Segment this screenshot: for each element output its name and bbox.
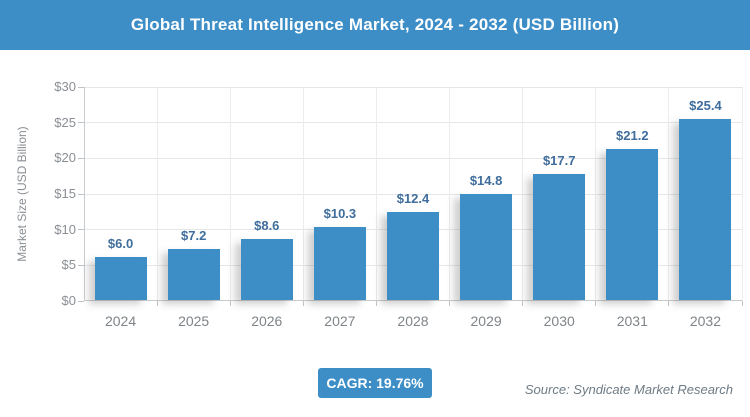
y-tick-mark [78, 86, 84, 88]
gridline [595, 87, 597, 301]
x-tick-mark [449, 301, 451, 306]
x-tick-label: 2030 [543, 313, 575, 329]
x-tick-label: 2029 [470, 313, 502, 329]
x-tick-label: 2031 [616, 313, 648, 329]
y-tick-mark [78, 229, 84, 231]
x-tick-label: 2032 [689, 313, 721, 329]
y-tick-mark [78, 193, 84, 195]
x-tick-mark [522, 301, 524, 306]
bar-value-label: $6.0 [107, 236, 134, 252]
bar [313, 226, 366, 300]
cagr-badge-label: CAGR: 19.76% [326, 375, 424, 391]
chart-title: Global Threat Intelligence Market, 2024 … [130, 15, 620, 34]
gridline [84, 193, 742, 195]
y-tick-mark [78, 300, 84, 302]
bar-value-label: $21.2 [616, 127, 649, 143]
gridline [229, 87, 231, 301]
bar [679, 118, 732, 300]
gridline [741, 87, 743, 301]
x-tick-label: 2024 [104, 313, 137, 329]
x-tick-label: 2028 [397, 313, 429, 329]
x-axis-line [84, 300, 742, 301]
bar-value-label: $8.6 [254, 217, 280, 233]
gridline [156, 87, 158, 301]
bar [94, 257, 147, 300]
x-tick-mark [375, 301, 377, 306]
x-tick-label: 2026 [251, 313, 283, 329]
y-tick-mark [78, 122, 84, 124]
y-tick-label: $20 [54, 150, 76, 166]
bar [387, 211, 439, 300]
y-tick-mark [78, 264, 84, 266]
x-tick-mark [668, 301, 670, 306]
x-tick-mark [156, 301, 158, 306]
y-tick-label: $15 [54, 186, 76, 201]
bar-value-label: $10.3 [323, 205, 357, 221]
y-tick-mark [78, 157, 84, 159]
gridline [375, 87, 377, 301]
bar [460, 194, 513, 300]
bar [167, 248, 220, 300]
x-tick-label: 2027 [324, 313, 356, 329]
x-tick-mark [595, 301, 597, 306]
x-tick-mark [741, 301, 743, 306]
plot-area: $6.0 $7.2 $8.6 $10.3 $12.4 $14.8 $17.7 $21.2 $25… [84, 86, 743, 301]
x-tick-label: 2025 [178, 313, 210, 329]
bar-chart: Market Size (USD Billion) $6.0 $7.2 $8.6 $1… [0, 50, 750, 340]
bar-value-label: $25.4 [689, 97, 722, 113]
chart-title-bar: Global Threat Intelligence Market, 2024 … [0, 0, 750, 50]
y-tick-label: $0 [61, 293, 76, 308]
gridline [84, 157, 742, 159]
bar [606, 148, 659, 300]
gridline [522, 87, 524, 301]
y-tick-label: $30 [54, 79, 76, 94]
gridline [668, 87, 670, 301]
bar [240, 238, 293, 300]
y-tick-label: $5 [61, 257, 76, 273]
cagr-badge: CAGR: 19.76% [318, 368, 432, 398]
gridline [302, 87, 304, 301]
bar-value-label: $14.8 [469, 173, 503, 189]
gridline [84, 86, 742, 88]
x-tick-mark [229, 301, 231, 306]
x-tick-mark [302, 301, 304, 306]
bar [533, 173, 586, 300]
bar-value-label: $12.4 [396, 190, 430, 206]
gridline [449, 87, 451, 301]
bar-value-label: $7.2 [181, 227, 207, 243]
gridline [84, 122, 742, 124]
source-attribution: Source: Syndicate Market Research [524, 382, 733, 397]
y-axis-line [84, 87, 85, 301]
y-tick-label: $10 [54, 221, 76, 237]
y-tick-label: $25 [54, 114, 76, 130]
bar-value-label: $17.7 [542, 152, 576, 168]
